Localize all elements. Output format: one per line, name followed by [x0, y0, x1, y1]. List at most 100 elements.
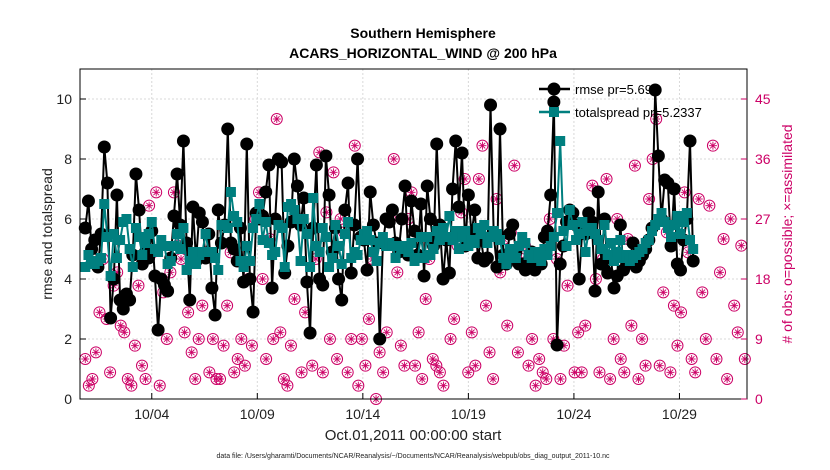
- obs-assimilated-point: [669, 301, 678, 310]
- obs-possible-point: [508, 159, 521, 172]
- obs-possible-point: [323, 333, 336, 345]
- point-totalspread: [289, 205, 300, 215]
- chart-subtitle: ACARS_HORIZONTAL_WIND @ 200 hPa: [289, 45, 557, 61]
- obs-assimilated-point: [701, 335, 710, 343]
- y-right-tick-label: 9: [755, 331, 763, 347]
- obs-possible-point: [284, 339, 297, 352]
- obs-possible-point: [426, 353, 439, 365]
- point-rmse: [97, 140, 111, 154]
- obs-possible-point: [522, 359, 535, 372]
- obs-asterisk-stroke: [273, 115, 280, 123]
- obs-possible-point: [604, 373, 617, 385]
- obs-assimilated-point: [414, 328, 423, 337]
- obs-asterisk-stroke: [351, 142, 358, 149]
- obs-asterisk-stroke: [660, 289, 667, 296]
- obs-asterisk-stroke: [241, 362, 248, 369]
- obs-possible-point: [114, 319, 127, 332]
- obs-possible-point: [731, 326, 744, 339]
- obs-asterisk-stroke: [106, 369, 114, 376]
- obs-asterisk-stroke: [528, 335, 536, 343]
- point-rmse: [322, 188, 336, 202]
- y-tick-label: 10: [56, 91, 72, 107]
- obs-asterisk-stroke: [688, 355, 695, 363]
- point-rmse: [442, 266, 456, 280]
- obs-possible-point: [738, 353, 751, 365]
- obs-assimilated-point: [627, 321, 636, 330]
- point-totalspread: [577, 217, 588, 227]
- obs-possible-point: [618, 366, 631, 379]
- obs-asterisk-stroke: [656, 362, 663, 369]
- point-totalspread: [374, 238, 385, 248]
- obs-assimilated-point: [343, 368, 352, 377]
- point-totalspread: [504, 244, 515, 254]
- obs-assimilated-point: [223, 301, 232, 310]
- point-totalspread: [447, 235, 458, 245]
- obs-asterisk-stroke: [96, 309, 103, 316]
- obs-assimilated-point: [375, 348, 384, 357]
- obs-asterisk-stroke: [450, 315, 458, 323]
- point-totalspread: [305, 262, 316, 272]
- y-right-tick-label: 36: [755, 151, 771, 167]
- obs-asterisk-stroke: [486, 349, 493, 356]
- point-totalspread: [111, 253, 122, 263]
- point-totalspread: [248, 223, 259, 233]
- obs-possible-point: [391, 266, 404, 279]
- obs-asterisk-stroke: [319, 369, 326, 376]
- point-totalspread: [229, 211, 240, 221]
- obs-possible-point: [540, 373, 553, 385]
- obs-assimilated-point: [528, 335, 537, 343]
- obs-asterisk-stroke: [415, 329, 422, 336]
- point-totalspread: [336, 259, 347, 269]
- point-rmse: [468, 203, 482, 217]
- obs-asterisk-stroke: [344, 369, 351, 376]
- obs-possible-point: [86, 373, 99, 385]
- obs-possible-point: [628, 159, 641, 172]
- point-totalspread: [206, 247, 217, 257]
- obs-possible-point: [433, 366, 446, 379]
- obs-possible-point: [274, 326, 287, 339]
- point-rmse: [480, 251, 494, 265]
- point-rmse: [332, 272, 346, 286]
- point-totalspread: [143, 229, 154, 239]
- obs-asterisk-stroke: [192, 375, 199, 383]
- obs-assimilated-point: [659, 288, 668, 297]
- point-totalspread: [222, 223, 233, 233]
- series-layer: [78, 83, 700, 352]
- point-totalspread: [96, 253, 107, 263]
- obs-possible-point: [689, 366, 702, 379]
- obs-asterisk-stroke: [582, 322, 589, 329]
- point-rmse: [373, 332, 387, 346]
- obs-asterisk-stroke: [348, 335, 355, 343]
- obs-possible-point: [479, 299, 492, 312]
- obs-asterisk-stroke: [617, 355, 624, 363]
- obs-asterisk-stroke: [514, 349, 522, 356]
- obs-assimilated-point: [219, 341, 228, 350]
- obs-possible-point: [221, 299, 234, 312]
- obs-asterisk-stroke: [394, 269, 401, 276]
- obs-assimilated-point: [439, 381, 448, 390]
- point-rmse: [417, 269, 431, 283]
- chart-title: Southern Hemisphere: [350, 25, 496, 41]
- obs-possible-point: [458, 173, 471, 185]
- point-totalspread: [441, 232, 452, 242]
- obs-asterisk-stroke: [287, 342, 295, 349]
- obs-possible-point: [472, 173, 485, 185]
- obs-assimilated-point: [350, 141, 359, 150]
- legend-rmse-marker: [547, 82, 561, 96]
- obs-asterisk-stroke: [284, 382, 291, 389]
- obs-assimilated-point: [581, 321, 590, 330]
- point-totalspread: [191, 259, 202, 269]
- obs-possible-point: [277, 373, 290, 385]
- point-rmse: [205, 281, 219, 295]
- obs-assimilated-point: [230, 368, 239, 377]
- obs-asterisk-stroke: [709, 142, 717, 149]
- obs-asterisk-stroke: [606, 375, 614, 383]
- point-totalspread: [599, 220, 610, 230]
- obs-possible-point: [667, 299, 680, 312]
- obs-assimilated-point: [237, 335, 246, 343]
- obs-asterisk-stroke: [681, 189, 688, 196]
- obs-possible-point: [270, 113, 283, 125]
- point-totalspread: [545, 241, 556, 251]
- obs-assimilated-point: [503, 321, 512, 330]
- point-rmse: [360, 263, 374, 277]
